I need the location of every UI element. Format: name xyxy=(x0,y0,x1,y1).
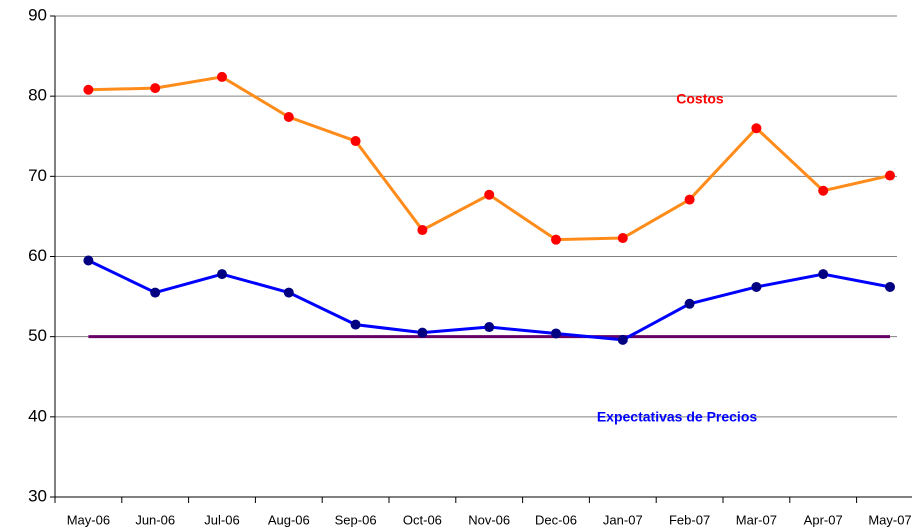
point xyxy=(150,287,161,298)
point xyxy=(83,84,94,95)
y-tick-label: 40 xyxy=(28,406,47,425)
x-tick-label: May-06 xyxy=(67,512,110,527)
series-label: Costos xyxy=(676,91,724,107)
point xyxy=(217,71,227,82)
point xyxy=(818,269,829,280)
point xyxy=(83,255,94,266)
point xyxy=(484,322,495,333)
y-tick-label: 70 xyxy=(28,166,47,185)
point xyxy=(217,269,227,280)
y-tick-label: 60 xyxy=(28,246,47,265)
x-tick-label: Feb-07 xyxy=(669,512,710,527)
y-tick-label: 80 xyxy=(28,86,47,105)
y-tick-label: 90 xyxy=(28,5,47,24)
point xyxy=(818,185,829,196)
y-tick-label: 30 xyxy=(28,486,47,505)
point xyxy=(617,233,628,244)
series-line xyxy=(88,75,891,242)
x-tick-label: Nov-06 xyxy=(468,512,510,527)
point xyxy=(617,334,628,345)
point xyxy=(417,225,428,236)
point xyxy=(484,189,495,200)
point xyxy=(885,281,895,292)
point xyxy=(885,170,895,181)
x-tick-label: Jan-07 xyxy=(603,512,643,527)
x-tick-label: Jun-06 xyxy=(135,512,175,527)
point xyxy=(350,319,361,330)
x-tick-label: Apr-07 xyxy=(804,512,843,527)
y-tick-label: 50 xyxy=(28,326,47,345)
point xyxy=(150,83,161,94)
point xyxy=(751,281,762,292)
point xyxy=(684,298,695,309)
point xyxy=(751,123,762,134)
x-tick-label: Dec-06 xyxy=(535,512,577,527)
x-tick-label: May-07 xyxy=(868,512,911,527)
series-label: Expectativas de Precios xyxy=(597,409,758,425)
point xyxy=(350,136,361,147)
point xyxy=(551,234,561,245)
point xyxy=(283,287,294,298)
x-tick-label: Mar-07 xyxy=(736,512,777,527)
point xyxy=(684,194,695,205)
point xyxy=(551,328,561,339)
x-tick-label: Jul-06 xyxy=(204,512,239,527)
x-tick-label: Oct-06 xyxy=(403,512,442,527)
point xyxy=(283,112,294,123)
x-tick-label: Sep-06 xyxy=(335,512,377,527)
x-tick-label: Aug-06 xyxy=(268,512,310,527)
point xyxy=(417,327,428,338)
